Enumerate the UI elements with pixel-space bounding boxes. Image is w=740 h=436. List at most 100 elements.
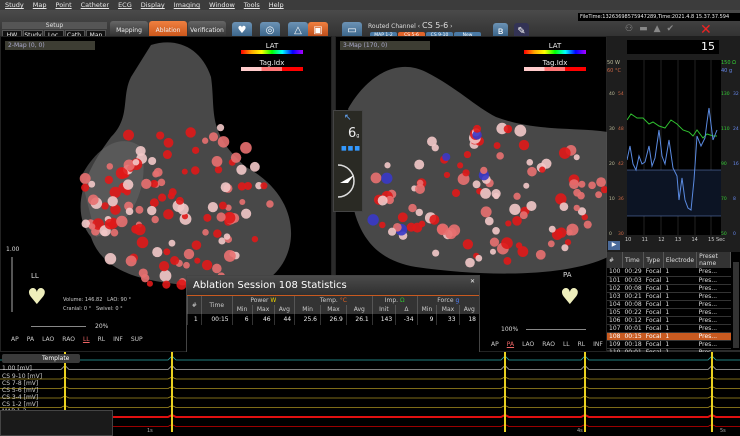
ablation-tag-point[interactable] [107, 196, 118, 207]
ablation-tag-point[interactable] [443, 171, 451, 179]
ablation-tag-point[interactable] [109, 186, 121, 199]
ablation-tag-point[interactable] [442, 152, 451, 162]
view-pa-button[interactable]: PA [506, 341, 515, 348]
menu-help[interactable]: Help [268, 1, 284, 9]
scrollbar[interactable] [733, 262, 739, 348]
ablation-tag-point[interactable] [414, 159, 425, 170]
ablation-tag-point[interactable] [431, 144, 439, 152]
menu-display[interactable]: Display [140, 1, 165, 9]
view-lao-button[interactable]: LAO [522, 341, 535, 348]
ablation-tag-point[interactable] [223, 250, 236, 262]
ablation-tag-point[interactable] [217, 136, 230, 148]
ablation-tag-point[interactable] [162, 280, 171, 289]
ablation-tag-point[interactable] [377, 195, 388, 206]
ablation-tag-point[interactable] [555, 193, 567, 205]
ablation-tag-point[interactable] [596, 177, 606, 188]
ablation-tag-point[interactable] [266, 200, 274, 208]
ecg-channel-label[interactable]: CS 3-4 [mV] [2, 394, 39, 401]
table-row[interactable]: 106 00:12 Focal 1 Pres... [607, 316, 731, 325]
ablation-tag-point[interactable] [104, 175, 114, 185]
ablation-tag-point[interactable] [116, 215, 128, 228]
ablation-tag-point[interactable] [135, 205, 144, 214]
menu-point[interactable]: Point [55, 1, 72, 9]
ablation-tag-point[interactable] [122, 179, 134, 190]
ablation-tag-point[interactable] [432, 249, 440, 257]
ablation-tag-point[interactable] [230, 152, 242, 163]
ablation-tag-point[interactable] [136, 236, 149, 249]
ablation-tag-point[interactable] [518, 139, 530, 151]
column-header[interactable]: Preset name [696, 252, 731, 268]
ablation-tag-point[interactable] [379, 221, 386, 229]
ablation-tag-point[interactable] [163, 248, 171, 256]
ablation-tag-point[interactable] [216, 212, 226, 222]
table-row[interactable]: 103 00:21 Focal 1 Pres... [607, 292, 731, 301]
menu-imaging[interactable]: Imaging [173, 1, 201, 9]
ablation-statistics-dialog[interactable]: Ablation Session 108 Statistics ✕ # Time P… [186, 275, 480, 353]
ablation-tag-point[interactable] [240, 141, 252, 154]
ablation-tag-point[interactable] [475, 254, 483, 262]
ablation-tag-point[interactable] [152, 170, 160, 178]
ablation-tag-point[interactable] [176, 279, 187, 290]
ecg-channel-label[interactable]: CS 5-6 [mV] [2, 387, 39, 394]
ablation-tag-point[interactable] [214, 165, 223, 174]
table-row[interactable]: 104 00:08 Focal 1 Pres... [607, 300, 731, 309]
right-anatomy-map[interactable] [336, 37, 608, 353]
close-icon[interactable]: ✕ [469, 278, 475, 285]
view-rao-button[interactable]: RAO [542, 341, 555, 348]
force-widget[interactable]: ↖ 6g ■■■ [333, 110, 363, 212]
ablation-tag-point[interactable] [384, 162, 391, 169]
play-button[interactable]: ▶ [608, 241, 620, 250]
ablation-tag-point[interactable] [225, 204, 232, 211]
ablation-tag-point[interactable] [509, 203, 521, 216]
ablation-tag-point[interactable] [526, 200, 537, 212]
ablation-tag-point[interactable] [600, 185, 608, 194]
ablation-tag-point[interactable] [251, 235, 259, 243]
ablation-tag-point[interactable] [163, 209, 174, 220]
transparency-slider[interactable] [31, 326, 86, 327]
ablation-tag-point[interactable] [115, 167, 128, 180]
column-header[interactable]: # [607, 252, 623, 268]
ablation-tag-point[interactable] [212, 263, 222, 274]
ablation-tag-point[interactable] [208, 132, 219, 142]
ablation-tag-point[interactable] [260, 182, 268, 190]
ablation-tag-point[interactable] [503, 256, 512, 265]
zoom-slider[interactable] [11, 257, 13, 312]
menu-catheter[interactable]: Catheter [80, 1, 110, 9]
ablation-tag-point[interactable] [561, 244, 569, 252]
ablation-tag-point[interactable] [216, 124, 225, 132]
ablation-tag-point[interactable] [168, 188, 177, 197]
view-rl-button[interactable]: RL [577, 341, 586, 348]
table-row[interactable]: 101 00:03 Focal 1 Pres... [607, 276, 731, 285]
ablation-tag-point[interactable] [191, 166, 200, 175]
ablation-tag-point[interactable] [370, 172, 382, 184]
ablation-tag-point[interactable] [489, 237, 500, 247]
ablation-tag-point[interactable] [203, 213, 212, 222]
left-anatomy-map[interactable] [1, 37, 333, 353]
ablation-tag-point[interactable] [87, 194, 99, 206]
ablation-tag-point[interactable] [141, 178, 152, 189]
ablation-tag-point[interactable] [415, 208, 423, 217]
ablation-tag-point[interactable] [462, 169, 470, 177]
ablation-tag-point[interactable] [412, 222, 423, 233]
view-ap-button[interactable]: AP [11, 336, 19, 343]
heart-orientation-icon[interactable]: ♥ [560, 285, 580, 310]
ablation-tag-point[interactable] [156, 131, 165, 140]
ablation-tag-point[interactable] [88, 223, 96, 230]
ablation-tag-point[interactable] [104, 218, 116, 230]
ablation-tag-point[interactable] [81, 183, 90, 192]
ecg-channel-label[interactable]: CS 9-10 [mV] [2, 373, 43, 380]
ablation-tag-point[interactable] [158, 261, 170, 272]
ablation-tag-point[interactable] [152, 247, 163, 258]
ablation-tag-point[interactable] [397, 212, 408, 223]
ablation-tag-point[interactable] [79, 173, 91, 184]
view-pa-button[interactable]: PA [26, 336, 35, 343]
ablation-tag-point[interactable] [559, 202, 569, 212]
ablation-tag-point[interactable] [535, 249, 546, 260]
ablation-tag-point[interactable] [202, 137, 209, 144]
column-header[interactable]: Electrode [663, 252, 698, 268]
alert-x-icon[interactable]: ✕ [700, 22, 712, 38]
ablation-tag-point[interactable] [577, 191, 585, 200]
ablation-tag-point[interactable] [181, 168, 188, 175]
ablation-tag-point[interactable] [457, 162, 464, 169]
menu-ecg[interactable]: ECG [118, 1, 132, 9]
